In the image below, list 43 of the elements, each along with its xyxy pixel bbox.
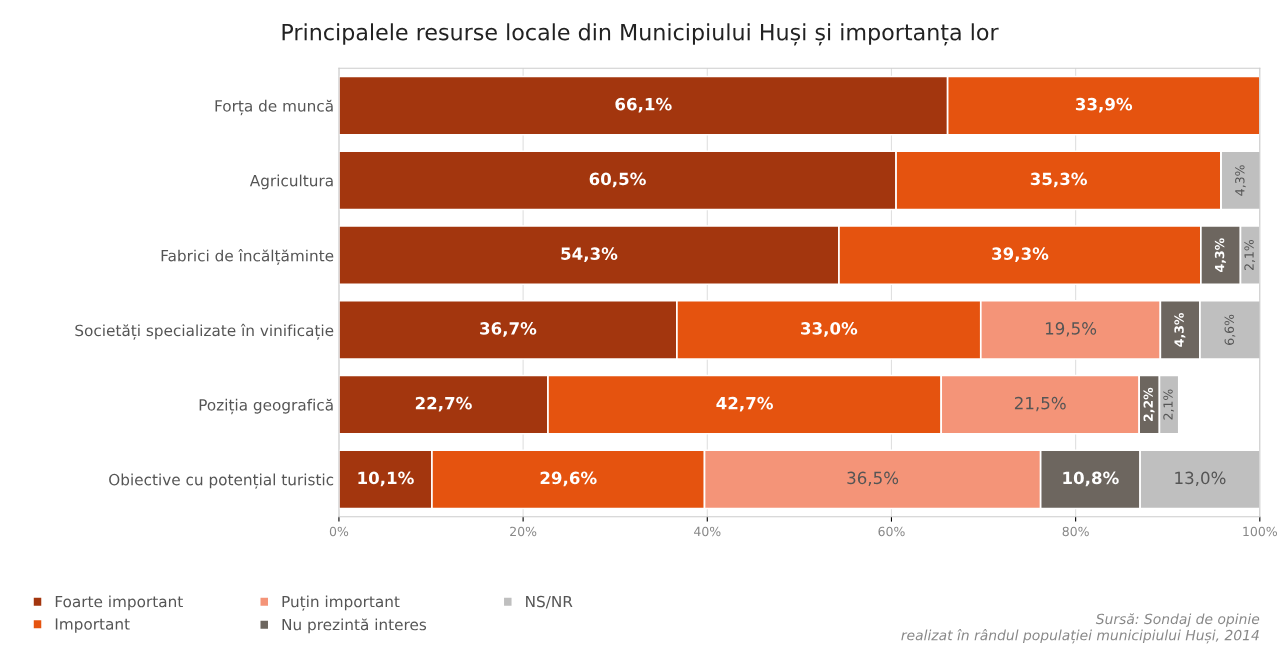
x-tick-label: 40% (694, 526, 721, 537)
chart-title: Principalele resurse locale din Municipiului Huși și importanța lor (282, 23, 999, 46)
legend-label: Foarte important (55, 595, 183, 611)
data-label: 4,3% (1235, 165, 1246, 196)
legend-label: NS/NR (526, 595, 573, 609)
data-label: 4,3% (1174, 312, 1186, 347)
x-tick-label: 0% (329, 526, 349, 537)
x-tick-label: 80% (1062, 526, 1089, 537)
data-label: 2,1% (1163, 389, 1175, 420)
data-label: 2,1% (1244, 239, 1256, 271)
data-label: 36,5% (847, 471, 899, 486)
data-label: 10,1% (358, 471, 414, 487)
y-tick-label: Agricultura (249, 174, 333, 190)
y-tick-label: Poziția geografică (199, 398, 333, 415)
data-label: 60,5% (589, 172, 646, 188)
data-label: 33,0% (801, 322, 858, 337)
legend-label: Nu prezintă interes (282, 618, 427, 634)
data-label: 33,9% (1075, 97, 1133, 113)
data-label: 22,7% (415, 396, 472, 412)
data-label: 6,6% (1224, 314, 1236, 345)
text: Sursă: Sondaj de opinie realizat în rândul populației municipiului Huși, 2014 (901, 613, 1260, 644)
y-tick-label: Forța de muncă (215, 99, 333, 116)
data-label: 10,8% (1063, 471, 1119, 487)
data-label: 66,1% (615, 97, 672, 113)
data-label: 21,5% (1014, 396, 1066, 412)
data-label: 42,7% (716, 396, 773, 412)
y-tick-label: Societăți specializate în vinificație (75, 323, 334, 340)
legend-label: Important (55, 618, 130, 633)
data-label: 4,3% (1214, 238, 1226, 272)
data-label: 39,3% (992, 247, 1049, 263)
data-label: 13,0% (1175, 471, 1226, 486)
data-label: 19,5% (1045, 322, 1097, 337)
y-tick-label: Fabrici de încălțăminte (161, 249, 334, 265)
data-label: 2,2% (1143, 387, 1155, 421)
y-tick-label: Obiective cu potențial turistic (109, 473, 334, 489)
data-label: 29,6% (540, 471, 597, 487)
x-tick-label: 20% (510, 526, 537, 537)
x-tick-label: 100% (1243, 526, 1277, 537)
data-label: 54,3% (561, 247, 618, 263)
data-label: 36,7% (480, 322, 537, 337)
x-tick-label: 60% (878, 526, 905, 537)
data-label: 35,3% (1030, 172, 1087, 188)
legend-label: Puțin important (282, 595, 400, 611)
